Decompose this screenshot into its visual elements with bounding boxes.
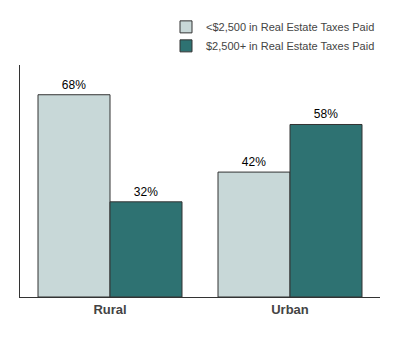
svg-text:Rural: Rural (93, 302, 126, 317)
svg-text:42%: 42% (242, 155, 266, 169)
svg-text:58%: 58% (314, 107, 338, 121)
svg-text:Urban: Urban (271, 302, 309, 317)
svg-text:<$2,500 in Real Estate Taxes P: <$2,500 in Real Estate Taxes Paid (206, 21, 374, 33)
svg-text:32%: 32% (134, 185, 158, 199)
svg-text:$2,500+ in Real Estate Taxes P: $2,500+ in Real Estate Taxes Paid (206, 40, 374, 52)
svg-text:68%: 68% (62, 78, 86, 92)
